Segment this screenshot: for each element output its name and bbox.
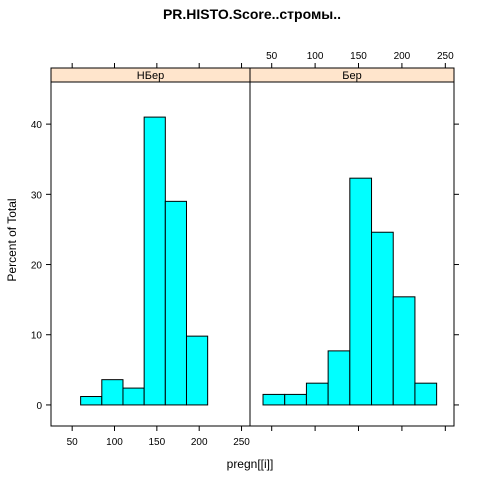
x-tick-label-top-150: 150 (350, 51, 367, 62)
bar-1-7 (185, 335, 209, 406)
x-tick-label-top-100: 100 (307, 51, 324, 62)
x-tick-label-bottom-50: 50 (67, 437, 79, 448)
x-tick-label-top-250: 250 (437, 51, 454, 62)
bar-1-6 (164, 200, 187, 406)
x-axis-label: pregn[[i]] (227, 457, 274, 471)
y-tick-label-30: 30 (31, 190, 43, 201)
strip-label-2: Бер (342, 70, 361, 82)
strip-label-1: НБер (137, 70, 164, 82)
y-axis-label: Percent of Total (5, 198, 19, 281)
x-tick-label-top-50: 50 (266, 51, 278, 62)
bar-1-3 (101, 379, 124, 406)
bar-2-7 (392, 296, 416, 406)
y-tick-label-0: 0 (36, 401, 42, 412)
bar-2-2 (284, 393, 307, 406)
chart-title: PR.HISTO.Score..стромы.. (163, 6, 341, 22)
bar-2-8 (414, 382, 438, 406)
bar-1-4 (122, 387, 145, 406)
bar-2-3 (305, 382, 329, 406)
strip-2 (249, 67, 455, 83)
y-tick-label-20: 20 (31, 261, 43, 272)
bar-2-4 (327, 350, 351, 406)
bar-2-1 (262, 393, 286, 406)
bar-1-2 (80, 396, 103, 406)
y-tick-label-10: 10 (31, 331, 43, 342)
bar-1-5 (143, 116, 166, 406)
x-tick-label-top-200: 200 (394, 51, 411, 62)
bar-2-5 (349, 177, 373, 406)
panel-1: НБер 50 100 150 200 250 (50, 63, 251, 448)
x-tick-label-bottom-200: 200 (191, 437, 208, 448)
bar-2-6 (371, 231, 394, 406)
x-tick-label-bottom-100: 100 (106, 437, 123, 448)
x-tick-label-bottom-150: 150 (149, 437, 166, 448)
panel-2: Бер 50 100 150 200 250 (249, 51, 455, 431)
y-tick-label-40: 40 (31, 120, 43, 131)
x-tick-label-bottom-250: 250 (233, 437, 250, 448)
